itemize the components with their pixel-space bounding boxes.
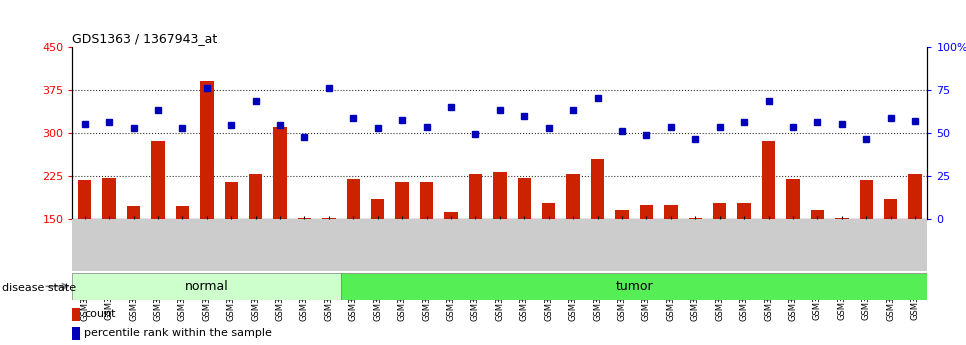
Bar: [518, 178, 531, 305]
Bar: [494, 172, 506, 305]
Bar: [908, 174, 922, 305]
Bar: [298, 218, 311, 305]
Bar: [224, 182, 238, 305]
Bar: [371, 199, 384, 305]
Bar: [665, 205, 677, 305]
Bar: [249, 174, 263, 305]
Bar: [639, 205, 653, 305]
Text: tumor: tumor: [615, 280, 653, 293]
Bar: [762, 141, 776, 305]
Bar: [542, 203, 555, 305]
Bar: [72, 327, 80, 340]
Bar: [444, 212, 458, 305]
Bar: [152, 141, 164, 305]
Bar: [713, 203, 726, 305]
Bar: [810, 210, 824, 305]
Bar: [341, 273, 927, 300]
Text: count: count: [84, 309, 116, 319]
Bar: [127, 206, 140, 305]
Bar: [273, 127, 287, 305]
Text: GDS1363 / 1367943_at: GDS1363 / 1367943_at: [72, 32, 217, 46]
Bar: [323, 218, 335, 305]
Bar: [737, 203, 751, 305]
Bar: [72, 308, 80, 321]
Text: percentile rank within the sample: percentile rank within the sample: [84, 328, 272, 338]
Bar: [200, 81, 213, 305]
Bar: [102, 178, 116, 305]
Bar: [347, 179, 360, 305]
Text: disease state: disease state: [2, 283, 76, 293]
Bar: [591, 159, 605, 305]
Bar: [72, 273, 341, 300]
Bar: [78, 180, 92, 305]
Bar: [689, 218, 702, 305]
Bar: [395, 182, 409, 305]
Bar: [420, 182, 434, 305]
Bar: [786, 179, 800, 305]
Bar: [836, 218, 848, 305]
Bar: [176, 206, 189, 305]
Bar: [615, 210, 629, 305]
Bar: [884, 199, 897, 305]
Bar: [860, 180, 873, 305]
Bar: [469, 174, 482, 305]
Bar: [566, 174, 580, 305]
Text: normal: normal: [185, 280, 229, 293]
